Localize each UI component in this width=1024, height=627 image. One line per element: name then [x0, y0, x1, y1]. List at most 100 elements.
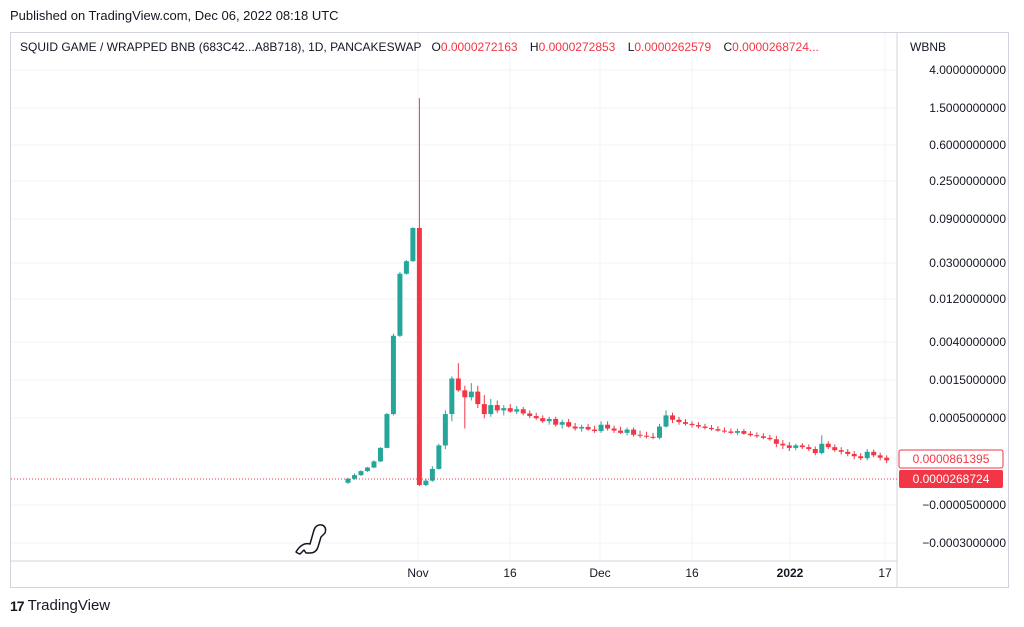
y-tick-label: 4.0000000000: [929, 63, 1006, 77]
x-tick-label: Dec: [589, 566, 610, 580]
open-label: O: [431, 40, 441, 54]
candle-body: [715, 429, 721, 431]
candle-body: [351, 475, 357, 479]
candle-body: [520, 409, 526, 414]
candle-body: [793, 445, 799, 448]
candle-body: [702, 426, 708, 428]
candle-body: [468, 391, 474, 398]
candle-body: [747, 433, 753, 436]
candle-body: [864, 451, 870, 459]
candle-body: [884, 457, 890, 461]
candle-body: [734, 431, 740, 433]
x-tick-label: 2022: [777, 566, 804, 580]
chart-frame[interactable]: [10, 32, 1009, 588]
candle-body: [540, 418, 546, 422]
candle-body: [631, 429, 637, 435]
candle-body: [507, 408, 513, 412]
candle-body: [689, 423, 695, 426]
y-tick-label: 0.2500000000: [929, 174, 1006, 188]
candle-body: [364, 467, 370, 472]
candle-body: [812, 449, 818, 454]
low-value: 0.0000262579: [634, 40, 712, 54]
candle-body: [449, 378, 455, 415]
close-label: C: [723, 40, 733, 54]
candle-body: [455, 378, 461, 391]
candle-body: [566, 422, 572, 427]
candle-body: [676, 419, 682, 423]
candle-body: [579, 426, 585, 429]
y-tick-label: 0.0300000000: [929, 256, 1006, 270]
y-tick-label: −0.0000500000: [922, 498, 1006, 512]
candle-body: [799, 445, 805, 448]
candle-body: [572, 426, 578, 429]
candle-body: [559, 422, 565, 425]
candle-body: [598, 424, 604, 432]
candle-body: [553, 418, 559, 425]
candle-body: [760, 436, 766, 438]
last-price-badge: [899, 470, 1003, 488]
candle-body: [721, 430, 727, 432]
candle-body: [436, 445, 442, 469]
candle-body: [475, 391, 481, 405]
candle-body: [618, 430, 624, 433]
open-value: 0.0000272163: [440, 40, 518, 54]
candle-body: [592, 429, 598, 432]
candle-body: [481, 404, 487, 415]
candle-body: [786, 445, 792, 448]
y-tick-label: 0.0015000000: [929, 373, 1006, 387]
candle-body: [838, 450, 844, 452]
candle-body: [767, 437, 773, 440]
y-tick-label: 0.0120000000: [929, 292, 1006, 306]
candle-body: [663, 415, 669, 427]
symbol-title: SQUID GAME / WRAPPED BNB (683C42...A8B71…: [20, 40, 422, 54]
candle-body: [871, 451, 877, 456]
candle-body: [384, 414, 390, 448]
symbol-legend: SQUID GAME / WRAPPED BNB (683C42...A8B71…: [20, 40, 828, 54]
y-tick-label: 0.6000000000: [929, 138, 1006, 152]
tradingview-logo-icon: 17: [10, 597, 25, 614]
candle-body: [403, 261, 409, 274]
candle-body: [670, 415, 675, 420]
candle-body: [741, 431, 747, 434]
last-price-badge-label: 0.0000268724: [913, 472, 990, 486]
close-value: 0.0000268724...: [732, 40, 819, 54]
x-tick-label: Nov: [407, 566, 428, 580]
candle-body: [637, 434, 643, 436]
footer-brand[interactable]: 17 TradingView: [10, 597, 110, 614]
candle-body: [488, 405, 494, 415]
candle-body: [533, 416, 539, 419]
candle-body: [819, 443, 825, 454]
currency-label: WBNB: [910, 40, 946, 54]
x-tick-label: 17: [878, 566, 892, 580]
candle-body: [611, 428, 617, 431]
candle-body: [345, 478, 351, 483]
candle-body: [806, 447, 812, 450]
y-tick-label: 0.0005000000: [929, 411, 1006, 425]
candle-body: [708, 427, 714, 430]
candle-body: [390, 335, 396, 415]
candle-body: [780, 443, 786, 446]
y-tick-label: −0.0003000000: [922, 536, 1006, 550]
dino-icon: [295, 524, 327, 555]
candle-body: [377, 447, 383, 462]
y-tick-label: 0.0900000000: [929, 212, 1006, 226]
candle-body: [462, 390, 468, 398]
candle-body: [397, 273, 403, 336]
candle-body: [358, 471, 364, 476]
candle-body: [728, 431, 734, 433]
x-tick-label: 16: [503, 566, 517, 580]
candle-body: [754, 435, 760, 437]
candle-body: [851, 453, 857, 457]
candle-body: [546, 418, 552, 422]
candle-body: [644, 435, 650, 437]
high-value: 0.0000272853: [538, 40, 616, 54]
price-badge-label: 0.0000861395: [913, 452, 990, 466]
candle-body: [527, 413, 533, 417]
y-tick-label: 1.5000000000: [929, 101, 1006, 115]
candle-body: [877, 455, 883, 458]
candle-body: [585, 426, 591, 430]
published-note: Published on TradingView.com, Dec 06, 20…: [10, 8, 339, 23]
candle-body: [410, 228, 416, 262]
candle-body: [624, 429, 630, 433]
